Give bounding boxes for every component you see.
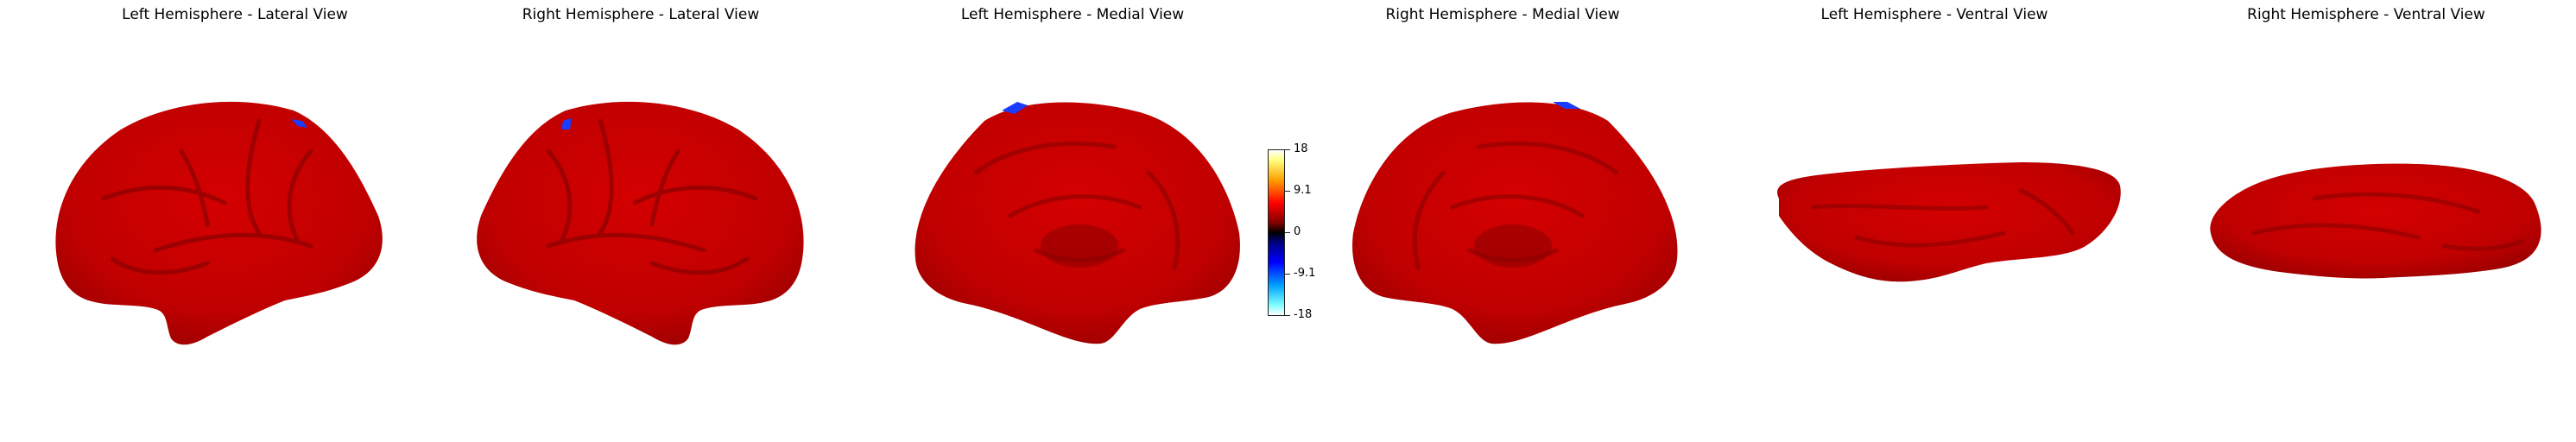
- title-left-ventral: Left Hemisphere - Ventral View: [1820, 6, 2048, 23]
- negative-patch-left-lateral: [291, 119, 307, 128]
- right-lateral-brain: [477, 101, 804, 345]
- title-right-ventral: Right Hemisphere - Ventral View: [2247, 6, 2485, 23]
- colorbar-tick: [1285, 191, 1290, 192]
- left-medial-brain: [915, 102, 1240, 344]
- colorbar-label-max: 18: [1294, 142, 1308, 155]
- title-right-lateral: Right Hemisphere - Lateral View: [522, 6, 760, 23]
- colorbar-label-upper: 9.1: [1294, 184, 1312, 197]
- colorbar-tick: [1285, 232, 1290, 233]
- negative-patch-right-medial: [1553, 102, 1580, 109]
- colorbar-label-lower: -9.1: [1294, 267, 1316, 280]
- colorbar-tick: [1285, 274, 1290, 275]
- right-medial-brain: [1352, 102, 1678, 344]
- negative-patch-left-medial: [1002, 102, 1028, 114]
- colorbar-label-zero: 0: [1294, 225, 1301, 238]
- colorbar: [1268, 149, 1285, 316]
- left-ventral-brain: [1777, 162, 2121, 282]
- title-left-medial: Left Hemisphere - Medial View: [960, 6, 1185, 23]
- title-right-medial: Right Hemisphere - Medial View: [1385, 6, 1620, 23]
- colorbar-tick: [1285, 315, 1290, 316]
- colorbar-tick: [1285, 149, 1290, 150]
- title-left-lateral: Left Hemisphere - Lateral View: [122, 6, 348, 23]
- colorbar-label-min: -18: [1294, 308, 1313, 321]
- right-ventral-brain: [2210, 163, 2541, 279]
- left-lateral-brain: [55, 101, 383, 345]
- negative-patch-right-lateral: [561, 118, 572, 129]
